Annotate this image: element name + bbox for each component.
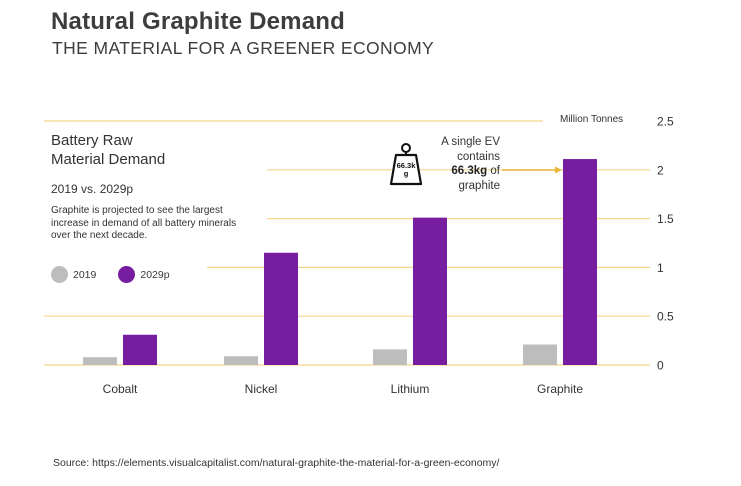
y-tick-label: 2.5 [657, 115, 674, 129]
bar-graphite-2029p [563, 159, 597, 365]
annotation-line3: of [487, 165, 500, 177]
y-axis-ticks: 0 0.5 1 1.5 2 2.5 [657, 115, 674, 373]
info-heading: Battery Raw Material Demand [51, 131, 251, 169]
info-years: 2019 vs. 2029p [51, 182, 134, 196]
y-axis-unit-label: Million Tonnes [560, 114, 624, 125]
x-category-label: Nickel [245, 382, 278, 396]
annotation-highlight: 66.3kg [451, 165, 488, 177]
bars [83, 159, 597, 365]
annotation-arrow [502, 166, 562, 174]
y-tick-label: 1.5 [657, 212, 674, 226]
bar-lithium-2019 [373, 349, 407, 365]
info-heading-line2: Material Demand [51, 151, 166, 168]
weight-icon: 66.3k g [389, 143, 423, 186]
info-panel: Battery Raw Material Demand 2019 vs. 202… [51, 131, 251, 243]
legend-swatch-2029p [118, 266, 136, 283]
annotation-line2: contains [457, 150, 500, 163]
annotation-line1: A single EV [441, 136, 500, 148]
x-category-label: Cobalt [103, 382, 138, 396]
y-tick-label: 0 [657, 359, 664, 373]
legend-item-2029p: 2029p [118, 266, 170, 283]
info-heading-line1: Battery Raw [51, 132, 133, 149]
y-tick-label: 2 [657, 163, 664, 177]
x-category-label: Graphite [537, 382, 583, 396]
bar-cobalt-2029p [123, 334, 157, 365]
chart-title: Natural Graphite Demand [51, 8, 345, 35]
bar-lithium-2029p [413, 217, 447, 365]
legend-swatch-2019 [51, 266, 68, 283]
x-category-label: Lithium [391, 382, 430, 396]
y-tick-label: 1 [657, 261, 664, 275]
x-axis-categories: Cobalt Nickel Lithium Graphite [103, 382, 584, 396]
weight-icon-text-2: g [404, 169, 409, 178]
legend: 2019 2029p [51, 266, 192, 283]
bar-nickel-2019 [224, 356, 258, 365]
legend-item-2019: 2019 [51, 266, 96, 283]
chart-subtitle: THE MATERIAL FOR A GREENER ECONOMY [52, 38, 435, 58]
annotation-line4: graphite [458, 179, 500, 192]
y-tick-label: 0.5 [657, 310, 674, 324]
weight-icon-text-1: 66.3k [397, 161, 417, 170]
legend-label-2029p: 2029p [140, 268, 170, 281]
bar-graphite-2019 [523, 344, 557, 365]
bar-cobalt-2019 [83, 357, 117, 365]
bar-nickel-2029p [264, 252, 298, 365]
source-note: Source: https://elements.visualcapitalis… [53, 457, 500, 469]
ev-annotation: A single EV contains 66.3kg of graphite [420, 135, 500, 193]
legend-label-2019: 2019 [73, 268, 97, 281]
info-description: Graphite is projected to see the largest… [51, 205, 237, 241]
